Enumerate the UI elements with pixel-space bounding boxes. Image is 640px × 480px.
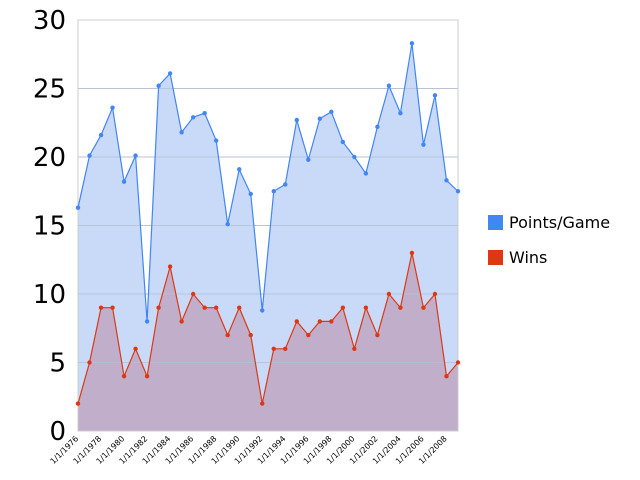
- data-point: [156, 305, 161, 310]
- data-point: [110, 105, 115, 110]
- data-point: [329, 319, 334, 324]
- data-point: [363, 171, 369, 176]
- data-point: [144, 374, 150, 379]
- data-point: [237, 305, 242, 310]
- data-point: [237, 167, 242, 172]
- y-tick-label: 30: [33, 6, 66, 36]
- data-point: [432, 93, 438, 98]
- data-point: [202, 305, 207, 310]
- data-point: [271, 189, 276, 194]
- legend-label: Points/Game: [509, 213, 610, 232]
- data-point: [283, 182, 288, 187]
- series-line-wins: [77, 252, 459, 404]
- legend-swatch: [488, 250, 503, 265]
- area-wins: [78, 252, 458, 431]
- data-point: [213, 138, 219, 143]
- y-tick-label: 15: [33, 212, 66, 242]
- data-point: [121, 374, 127, 379]
- y-tick-label: 10: [33, 280, 66, 310]
- data-point: [306, 332, 311, 338]
- y-tick-label: 20: [33, 143, 66, 173]
- data-point: [167, 264, 173, 269]
- data-point: [260, 401, 265, 406]
- data-point: [75, 205, 81, 210]
- data-point: [225, 221, 230, 227]
- data-point: [352, 154, 357, 160]
- data-point: [455, 360, 461, 365]
- data-point: [133, 153, 138, 158]
- data-point: [271, 346, 276, 351]
- series-line-points-game: [77, 43, 459, 322]
- data-point: [363, 305, 369, 310]
- data-point: [75, 401, 81, 406]
- legend-label: Wins: [509, 248, 547, 267]
- data-point: [87, 153, 92, 158]
- data-point: [248, 332, 253, 338]
- data-point: [167, 71, 173, 76]
- data-point: [421, 305, 426, 310]
- data-point: [375, 124, 380, 130]
- y-tick-label: 0: [49, 417, 66, 447]
- data-point: [121, 179, 127, 184]
- data-point: [133, 346, 138, 351]
- data-point: [202, 110, 207, 116]
- data-point: [179, 319, 184, 324]
- data-point: [317, 116, 323, 121]
- data-point: [398, 305, 403, 310]
- data-point: [213, 305, 219, 310]
- data-point: [283, 346, 288, 351]
- data-point: [455, 189, 461, 194]
- data-point: [294, 319, 299, 324]
- data-point: [98, 132, 104, 138]
- plot-frame: [77, 19, 459, 432]
- data-point: [444, 374, 449, 379]
- data-point: [340, 139, 346, 145]
- y-tick-label: 5: [49, 349, 66, 379]
- data-point: [190, 115, 196, 120]
- data-point: [444, 178, 449, 183]
- data-point: [294, 117, 299, 123]
- data-point: [409, 250, 415, 256]
- data-point: [432, 291, 438, 297]
- data-point: [98, 305, 104, 310]
- y-tick-label: 25: [33, 75, 66, 105]
- data-point: [398, 110, 403, 116]
- data-point: [409, 41, 415, 46]
- legend-swatch: [488, 215, 503, 230]
- data-point: [375, 332, 380, 338]
- data-point: [306, 157, 311, 162]
- data-point: [260, 308, 265, 313]
- data-point: [144, 319, 150, 324]
- data-point: [352, 346, 357, 351]
- data-point: [110, 305, 115, 310]
- data-point: [225, 332, 230, 338]
- data-point: [386, 83, 392, 88]
- data-point: [386, 291, 392, 297]
- data-point: [248, 191, 253, 197]
- data-point: [156, 83, 161, 88]
- data-point: [421, 142, 426, 147]
- data-point: [317, 319, 323, 324]
- data-point: [179, 130, 184, 135]
- data-point: [340, 305, 346, 310]
- data-point: [329, 109, 334, 114]
- data-point: [190, 291, 196, 297]
- data-point: [87, 360, 92, 365]
